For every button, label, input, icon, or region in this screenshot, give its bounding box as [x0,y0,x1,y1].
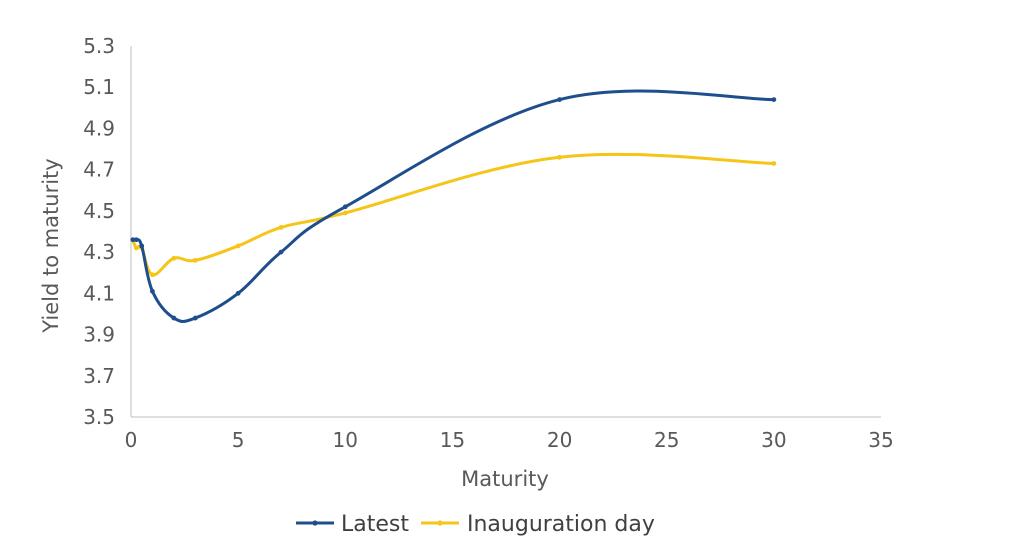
x-tick-label: 30 [761,428,786,452]
data-point-latest [278,249,284,255]
series-layer [130,89,777,324]
data-point-latest [557,97,562,102]
data-point-inauguration-day [133,245,139,251]
x-tick-label: 5 [232,428,245,452]
x-tick-label: 25 [654,428,679,452]
y-tick-label: 4.3 [83,240,115,264]
series-line-latest [131,89,776,324]
data-point-latest [771,97,777,102]
y-axis-ticks: 3.5 3.7 3.9 4.1 4.3 4.5 4.7 4.9 5.1 5.3 [83,34,115,429]
data-point-latest [150,288,155,294]
legend-label-inauguration-day: Inauguration day [467,512,655,537]
data-point-inauguration-day [557,154,562,160]
data-point-latest [342,204,348,210]
y-tick-label: 3.7 [83,364,115,388]
y-tick-label: 3.5 [83,405,115,429]
data-point-latest [133,237,139,243]
data-point-latest [192,315,198,321]
data-point-inauguration-day [342,210,348,216]
legend: Latest Inauguration day [296,512,655,537]
series-line-inauguration-day [131,152,776,277]
y-tick-label: 5.1 [83,75,115,99]
y-tick-label: 4.1 [83,281,115,305]
legend-label-latest: Latest [341,512,409,537]
y-tick-label: 4.9 [83,116,115,140]
data-point-latest [171,315,177,321]
x-tick-label: 20 [547,428,572,452]
legend-marker-inauguration-day [437,520,443,526]
y-tick-label: 5.3 [83,34,115,58]
x-tick-label: 15 [440,428,465,452]
data-point-inauguration-day [235,243,241,249]
x-tick-label: 35 [868,428,893,452]
data-point-inauguration-day [192,257,198,263]
y-axis-title: Yield to maturity [39,158,63,333]
x-axis-ticks: 0 5 10 15 20 25 30 35 [125,428,894,452]
data-point-inauguration-day [171,255,177,261]
legend-item-latest: Latest [296,512,409,537]
legend-item-inauguration-day: Inauguration day [421,512,655,537]
y-tick-label: 4.5 [83,199,115,223]
x-tick-label: 0 [125,428,138,452]
series-inauguration-day [130,152,777,278]
data-point-latest [130,237,136,243]
y-tick-label: 4.7 [83,158,115,182]
data-point-latest [139,243,145,249]
data-point-inauguration-day [278,224,284,230]
legend-marker-latest [312,520,318,526]
data-point-latest [235,290,241,296]
series-latest [130,89,777,324]
y-tick-label: 3.9 [83,323,115,347]
data-point-inauguration-day [150,272,155,278]
data-point-inauguration-day [771,161,777,166]
x-axis-title: Maturity [461,467,549,491]
x-tick-label: 10 [333,428,358,452]
